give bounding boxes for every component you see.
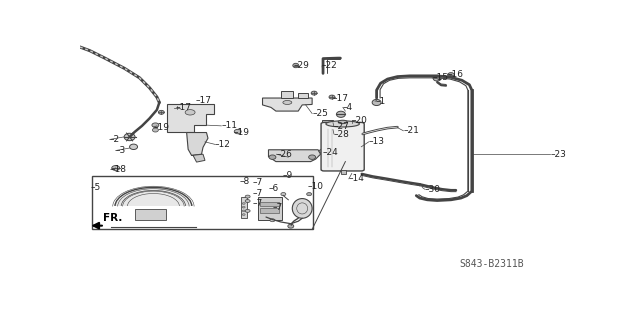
Text: –1: –1	[375, 97, 385, 106]
Ellipse shape	[319, 149, 325, 153]
Polygon shape	[341, 170, 346, 174]
Text: –8: –8	[240, 177, 250, 186]
Text: –17: –17	[333, 93, 349, 102]
Text: –18: –18	[111, 165, 127, 174]
Ellipse shape	[174, 106, 180, 110]
Text: –28: –28	[334, 130, 350, 139]
Text: –15: –15	[432, 73, 448, 82]
Ellipse shape	[281, 193, 286, 196]
Ellipse shape	[129, 144, 138, 149]
Text: –22: –22	[322, 61, 338, 70]
Polygon shape	[281, 91, 293, 98]
Text: –3: –3	[116, 146, 126, 155]
Text: –24: –24	[323, 148, 339, 157]
Ellipse shape	[242, 214, 245, 215]
Text: –23: –23	[550, 150, 566, 159]
Ellipse shape	[433, 76, 441, 81]
Ellipse shape	[372, 100, 381, 106]
Ellipse shape	[338, 120, 347, 124]
Text: –29: –29	[293, 60, 309, 69]
Text: –11: –11	[221, 121, 237, 130]
Text: –7: –7	[253, 178, 263, 187]
Ellipse shape	[311, 91, 317, 95]
Polygon shape	[241, 197, 246, 218]
Text: –6: –6	[269, 184, 279, 193]
Text: –17: –17	[195, 96, 211, 105]
Ellipse shape	[245, 195, 250, 198]
Text: –10: –10	[307, 182, 323, 191]
Ellipse shape	[152, 128, 158, 132]
Text: –27: –27	[334, 122, 350, 131]
Ellipse shape	[234, 129, 241, 134]
Text: –12: –12	[215, 140, 231, 149]
Ellipse shape	[245, 200, 250, 203]
Text: –14: –14	[349, 174, 365, 183]
Ellipse shape	[329, 95, 335, 99]
Ellipse shape	[337, 111, 346, 117]
Polygon shape	[298, 92, 308, 98]
Bar	[92, 176, 313, 229]
Ellipse shape	[242, 203, 245, 204]
Ellipse shape	[242, 206, 245, 208]
Polygon shape	[191, 154, 205, 162]
Polygon shape	[269, 150, 321, 162]
Ellipse shape	[242, 210, 245, 212]
Text: –20: –20	[352, 116, 368, 125]
Polygon shape	[262, 98, 312, 111]
Polygon shape	[257, 197, 282, 220]
Ellipse shape	[269, 155, 276, 159]
Ellipse shape	[152, 123, 159, 127]
Ellipse shape	[288, 224, 294, 228]
Text: FR.: FR.	[103, 213, 123, 223]
Text: –19: –19	[154, 123, 170, 132]
Ellipse shape	[447, 73, 454, 77]
Text: S843-B2311B: S843-B2311B	[460, 259, 524, 269]
Ellipse shape	[112, 165, 120, 171]
Text: –19: –19	[234, 128, 250, 137]
Ellipse shape	[245, 209, 250, 212]
Text: –17: –17	[175, 103, 191, 112]
Text: –7: –7	[253, 199, 263, 208]
Ellipse shape	[308, 155, 316, 159]
Text: –30: –30	[425, 185, 441, 194]
Polygon shape	[322, 120, 333, 125]
Polygon shape	[260, 202, 280, 206]
Polygon shape	[187, 132, 208, 156]
Text: –9: –9	[282, 171, 292, 180]
Text: –4: –4	[343, 103, 353, 112]
Ellipse shape	[326, 121, 360, 127]
Ellipse shape	[292, 63, 299, 68]
Text: –7: –7	[273, 203, 283, 212]
FancyBboxPatch shape	[321, 123, 364, 171]
Polygon shape	[134, 209, 166, 220]
Polygon shape	[260, 208, 280, 213]
Text: –7: –7	[253, 189, 263, 198]
Polygon shape	[167, 104, 214, 132]
Ellipse shape	[115, 187, 192, 226]
Ellipse shape	[158, 110, 164, 114]
Text: –21: –21	[403, 126, 419, 135]
Bar	[111, 206, 196, 228]
Text: –16: –16	[448, 70, 464, 79]
Ellipse shape	[270, 219, 275, 222]
Ellipse shape	[292, 198, 312, 218]
Ellipse shape	[185, 110, 195, 115]
Ellipse shape	[124, 133, 135, 141]
Text: –13: –13	[369, 137, 385, 146]
Polygon shape	[322, 127, 333, 132]
Text: –25: –25	[312, 109, 328, 118]
Ellipse shape	[307, 193, 312, 196]
Text: –5: –5	[91, 183, 101, 192]
Ellipse shape	[283, 100, 292, 104]
Text: –26: –26	[276, 150, 292, 159]
Text: –2: –2	[110, 135, 120, 144]
